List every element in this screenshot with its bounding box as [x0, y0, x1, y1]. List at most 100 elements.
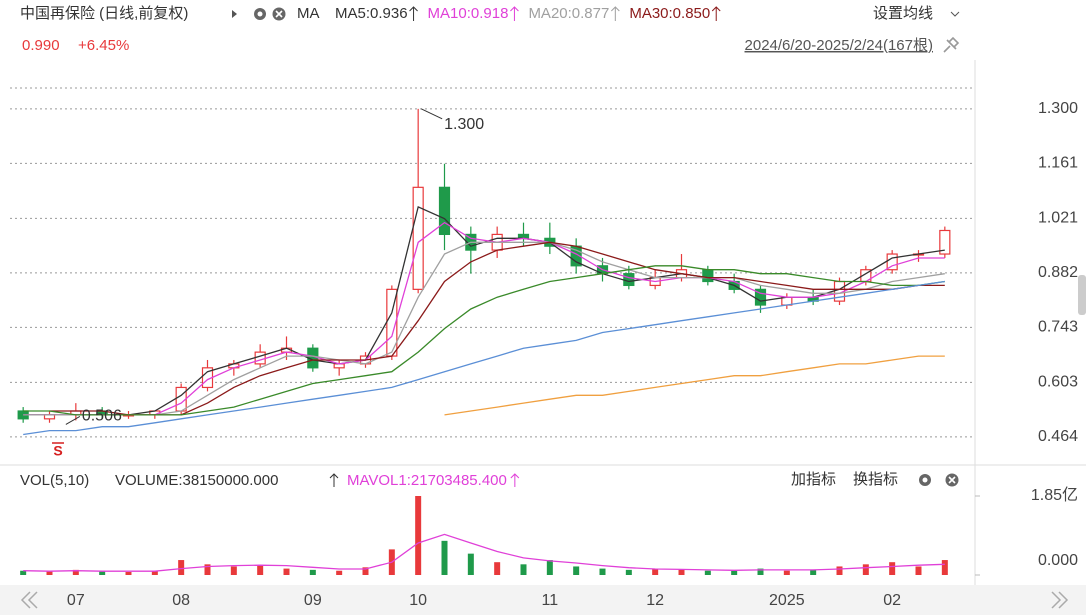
annotation-label: 1.300	[444, 116, 484, 133]
volume-bar	[678, 569, 685, 575]
volume-bar	[72, 569, 79, 575]
volume-bar	[46, 571, 53, 575]
candle-body	[886, 253, 898, 271]
legend-entry: MA20:0.877	[528, 5, 609, 22]
volume-bar	[546, 560, 553, 575]
add-indicator[interactable]: 加指标	[791, 471, 836, 488]
volume-bar	[810, 569, 817, 575]
mavol-line	[23, 533, 945, 572]
volume-bar	[625, 569, 632, 575]
x-tick-label: 2025	[769, 592, 805, 609]
volume-bar	[415, 496, 422, 575]
volume-bar	[915, 566, 922, 575]
volume-bar	[309, 569, 316, 575]
volume-bar	[889, 562, 896, 575]
candle-body	[438, 186, 451, 236]
expand-icon[interactable]	[232, 10, 237, 18]
y-tick-label: 1.021	[1038, 210, 1078, 227]
candle-body	[702, 269, 714, 283]
x-tick-label: 11	[542, 592, 559, 609]
x-tick-label: 09	[304, 592, 322, 609]
annotation-arrow	[65, 415, 81, 425]
volume-bar	[151, 571, 158, 575]
legend: MA5:0.936 MA10:0.918 MA20:0.877 MA30:0.850	[335, 5, 721, 22]
ma-line	[23, 241, 945, 416]
volume-bar	[362, 567, 369, 575]
last-price: 0.990	[22, 37, 60, 54]
volume-bar	[704, 570, 711, 575]
ma-line	[23, 280, 945, 436]
candle-body	[623, 273, 635, 287]
x-tick-label: 07	[67, 592, 85, 609]
volume-value: VOLUME:38150000.000	[115, 472, 278, 489]
x-tick-label: 12	[646, 592, 664, 609]
candle-body	[754, 288, 767, 306]
ma-line	[49, 241, 945, 416]
legend-entry: MAVOL1:21703485.400	[347, 472, 507, 489]
volume-bar	[467, 553, 474, 575]
volume-bar	[283, 568, 290, 575]
volume-bar	[20, 570, 27, 575]
indicator-name: MA	[297, 5, 320, 22]
date-range[interactable]: 2024/6/20-2025/2/24(167根)	[745, 37, 933, 54]
x-tick-label: 02	[883, 592, 901, 609]
volume-bar	[494, 562, 501, 575]
candle-body	[254, 351, 266, 365]
close-cross	[275, 10, 283, 18]
volume-bar	[257, 565, 264, 575]
y-tick-label: 1.85亿	[1031, 486, 1078, 504]
volume-bar	[125, 572, 132, 575]
y-tick-label: 1.300	[1038, 100, 1078, 117]
settings-button[interactable]: 设置均线	[873, 5, 933, 22]
x-tick-label: 10	[409, 592, 427, 609]
volume-bar	[441, 540, 448, 575]
ma-line	[23, 265, 945, 416]
ma-line	[23, 221, 945, 416]
dropdown-icon	[950, 11, 960, 17]
x-tick-label: 08	[172, 592, 190, 609]
volume-bar	[599, 568, 606, 575]
signal-mark: S	[53, 443, 62, 459]
legend-entry: MA30:0.850	[629, 5, 710, 22]
y-tick-label: 0.882	[1038, 264, 1078, 281]
volume-legend: MAVOL1:21703485.400	[347, 472, 520, 489]
volume-gear-hole	[922, 477, 928, 483]
y-tick-label: 0.464	[1038, 428, 1078, 445]
y-tick-label: 0.000	[1038, 552, 1078, 569]
scroll-right[interactable]	[1051, 591, 1069, 609]
volume-bar	[783, 570, 790, 575]
pin-icon[interactable]	[943, 36, 960, 53]
scroll-left[interactable]	[20, 591, 38, 609]
volume-bar	[99, 571, 106, 575]
chart-title: 中国再保险 (日线,前复权)	[20, 4, 188, 22]
candle-body	[412, 186, 424, 290]
legend-entry: MA5:0.936	[335, 5, 408, 22]
y-tick-label: 1.161	[1038, 155, 1078, 172]
annotation-label: 0.506	[82, 408, 122, 425]
legend-arrow	[610, 6, 620, 21]
gear-hole	[257, 11, 263, 17]
switch-indicator[interactable]: 换指标	[853, 471, 898, 488]
volume-bar	[757, 568, 764, 575]
volume-arrow	[329, 473, 339, 487]
legend-arrow	[510, 473, 520, 487]
legend-arrow	[711, 6, 721, 21]
volume-bar	[836, 566, 843, 575]
legend-arrow	[510, 6, 519, 21]
side-handle[interactable]	[1078, 275, 1086, 315]
ma-line	[444, 355, 945, 416]
volume-bar	[336, 570, 343, 575]
time-axis-bar	[0, 585, 1086, 615]
y-tick-label: 0.743	[1038, 319, 1078, 336]
candle-body	[939, 229, 951, 255]
volume-bar	[862, 564, 869, 575]
volume-close-cross	[948, 476, 956, 484]
volume-bar	[520, 564, 527, 575]
ma-line	[23, 205, 945, 416]
volume-bar	[204, 564, 211, 575]
volume-bar	[652, 568, 659, 575]
legend-arrow	[409, 6, 418, 21]
volume-bar	[178, 560, 185, 575]
